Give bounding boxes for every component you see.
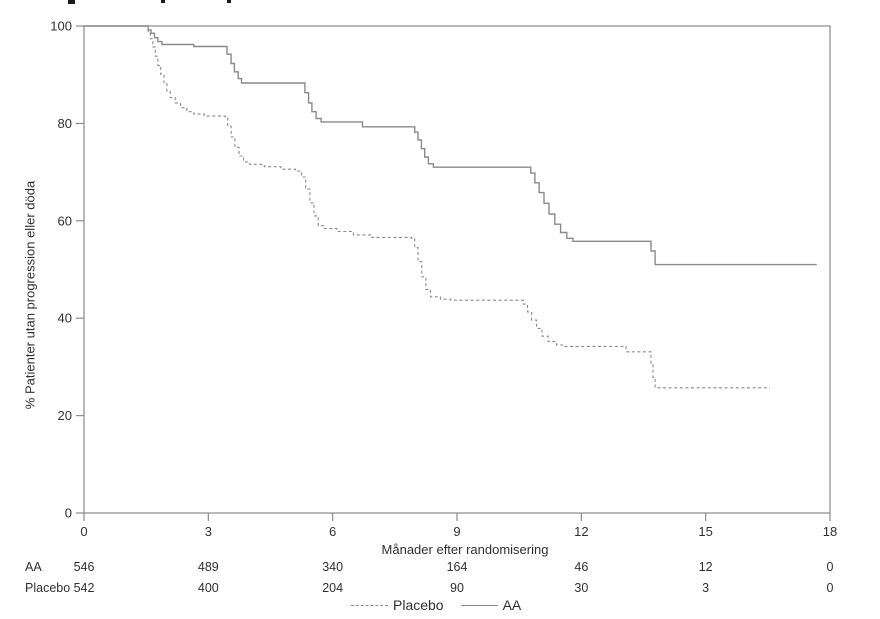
at-risk-count: 400 bbox=[197, 581, 219, 595]
aa-line-sample-icon bbox=[460, 604, 498, 606]
x-axis-title: Månader efter randomisering bbox=[381, 542, 549, 557]
y-tick-label: 100 bbox=[50, 19, 72, 34]
at-risk-count: 30 bbox=[574, 581, 589, 595]
y-tick-label: 60 bbox=[58, 213, 72, 228]
cropped-title-descender bbox=[68, 0, 75, 4]
at-risk-count: 3 bbox=[702, 581, 710, 595]
cropped-title-descender bbox=[227, 0, 231, 3]
x-tick-label: 9 bbox=[453, 524, 460, 539]
legend: Placebo AA bbox=[351, 597, 521, 613]
y-axis-title: % Patienter utan progression eller döda bbox=[22, 180, 38, 410]
at-risk-row-label-placebo: Placebo bbox=[25, 581, 71, 595]
x-tick-label: 0 bbox=[80, 524, 87, 539]
cropped-title-descender bbox=[161, 0, 165, 3]
x-tick-label: 18 bbox=[823, 524, 837, 539]
at-risk-count: 204 bbox=[322, 581, 344, 595]
y-tick-label: 20 bbox=[58, 408, 72, 423]
plot-frame bbox=[83, 25, 831, 514]
x-tick-label: 12 bbox=[574, 524, 588, 539]
x-tick-label: 6 bbox=[329, 524, 336, 539]
placebo-line-sample-icon bbox=[351, 604, 388, 606]
at-risk-count: 90 bbox=[450, 581, 464, 595]
at-risk-count: 489 bbox=[197, 560, 219, 574]
y-tick-label: 40 bbox=[58, 311, 72, 326]
y-tick-label: 0 bbox=[65, 506, 72, 521]
y-tick-label: 80 bbox=[58, 116, 72, 131]
at-risk-count: 46 bbox=[574, 560, 589, 574]
legend-label-placebo: Placebo bbox=[393, 597, 444, 613]
at-risk-count: 164 bbox=[446, 560, 468, 574]
legend-label-aa: AA bbox=[502, 597, 522, 613]
curve-aa bbox=[84, 25, 817, 266]
at-risk-count: 340 bbox=[322, 560, 344, 574]
at-risk-count: 0 bbox=[826, 581, 834, 595]
x-tick-label: 15 bbox=[698, 524, 712, 539]
at-risk-count: 0 bbox=[826, 560, 834, 574]
curve-placebo bbox=[84, 25, 770, 389]
x-tick-label: 3 bbox=[205, 524, 212, 539]
at-risk-count: 12 bbox=[698, 560, 713, 574]
at-risk-count: 542 bbox=[73, 581, 95, 595]
at-risk-count: 546 bbox=[73, 560, 95, 574]
at-risk-row-label-aa: AA bbox=[25, 560, 42, 574]
